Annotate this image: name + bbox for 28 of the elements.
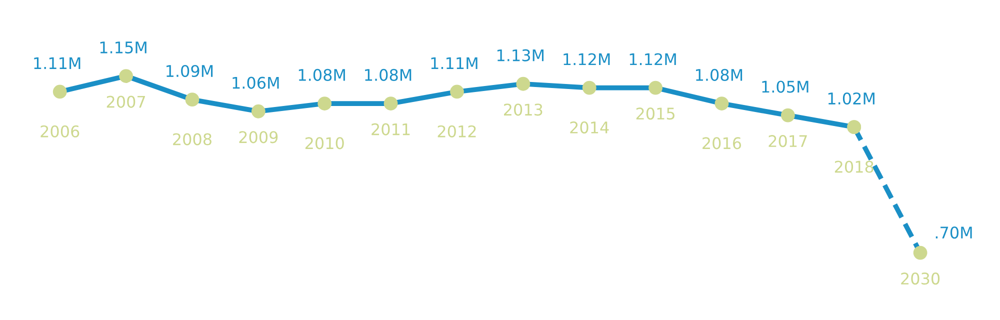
x-tick-label: 2017 bbox=[768, 135, 807, 148]
x-tick-label: 2013 bbox=[504, 104, 542, 116]
data-label: 1.05M bbox=[762, 80, 808, 93]
data-label: 1.08M bbox=[696, 68, 742, 81]
x-tick-label: 2009 bbox=[239, 131, 278, 144]
x-tick-label: 2007 bbox=[106, 96, 145, 108]
data-label: .70M bbox=[936, 226, 972, 239]
x-tick-label: 2015 bbox=[636, 108, 674, 120]
data-label: 1.08M bbox=[365, 68, 412, 81]
data-label: 1.09M bbox=[166, 64, 213, 78]
data-label: 1.15M bbox=[100, 42, 146, 54]
data-label: 1.11M bbox=[431, 57, 478, 69]
x-tick-label: 2012 bbox=[438, 125, 476, 138]
x-tick-label: 2008 bbox=[173, 133, 212, 146]
data-label: 1.08M bbox=[298, 68, 345, 81]
x-tick-label: 2018 bbox=[834, 160, 874, 173]
data-label: 1.13M bbox=[497, 49, 544, 62]
data-label: 1.02M bbox=[828, 92, 874, 105]
data-label: 1.06M bbox=[232, 76, 279, 89]
x-tick-label: 2030 bbox=[901, 272, 940, 285]
x-tick-label: 2016 bbox=[702, 137, 742, 150]
x-tick-label: 2011 bbox=[372, 123, 410, 136]
data-label: 1.12M bbox=[564, 53, 610, 66]
data-label: 1.12M bbox=[630, 53, 676, 66]
x-tick-label: 2006 bbox=[40, 125, 80, 138]
data-label: 1.11M bbox=[34, 57, 80, 69]
x-tick-label: 2010 bbox=[305, 137, 344, 150]
x-tick-label: 2014 bbox=[570, 121, 609, 134]
